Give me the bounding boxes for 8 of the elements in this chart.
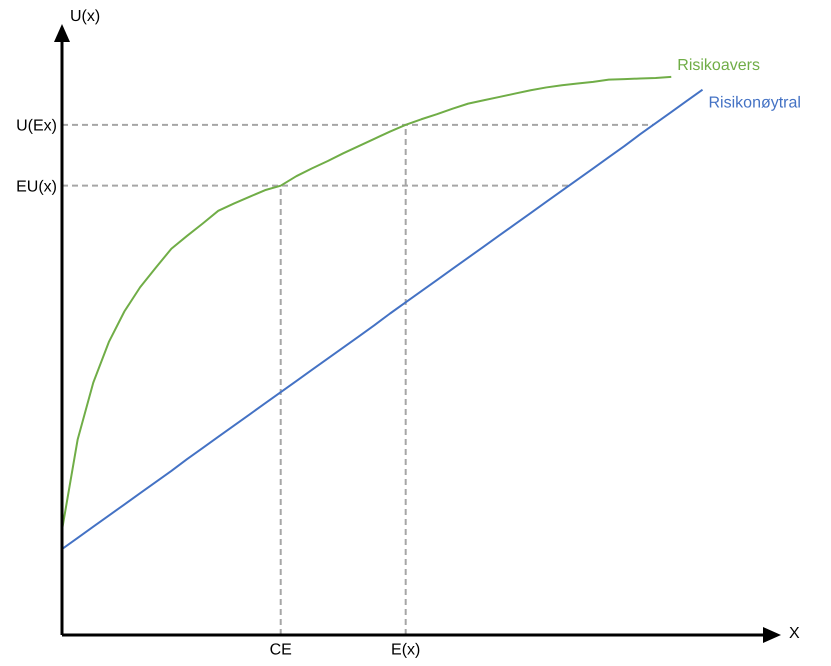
series-label: Risikonøytral <box>708 94 801 112</box>
x-tick-label: CE <box>270 641 292 658</box>
x-axis-title: X <box>789 625 800 643</box>
ref-line-label: U(Ex) <box>16 118 57 135</box>
ref-line-label: EU(x) <box>16 178 57 196</box>
y-axis-title: U(x) <box>70 8 100 26</box>
x-tick-label: E(x) <box>391 641 420 658</box>
series-label: Risikoavers <box>677 56 760 74</box>
